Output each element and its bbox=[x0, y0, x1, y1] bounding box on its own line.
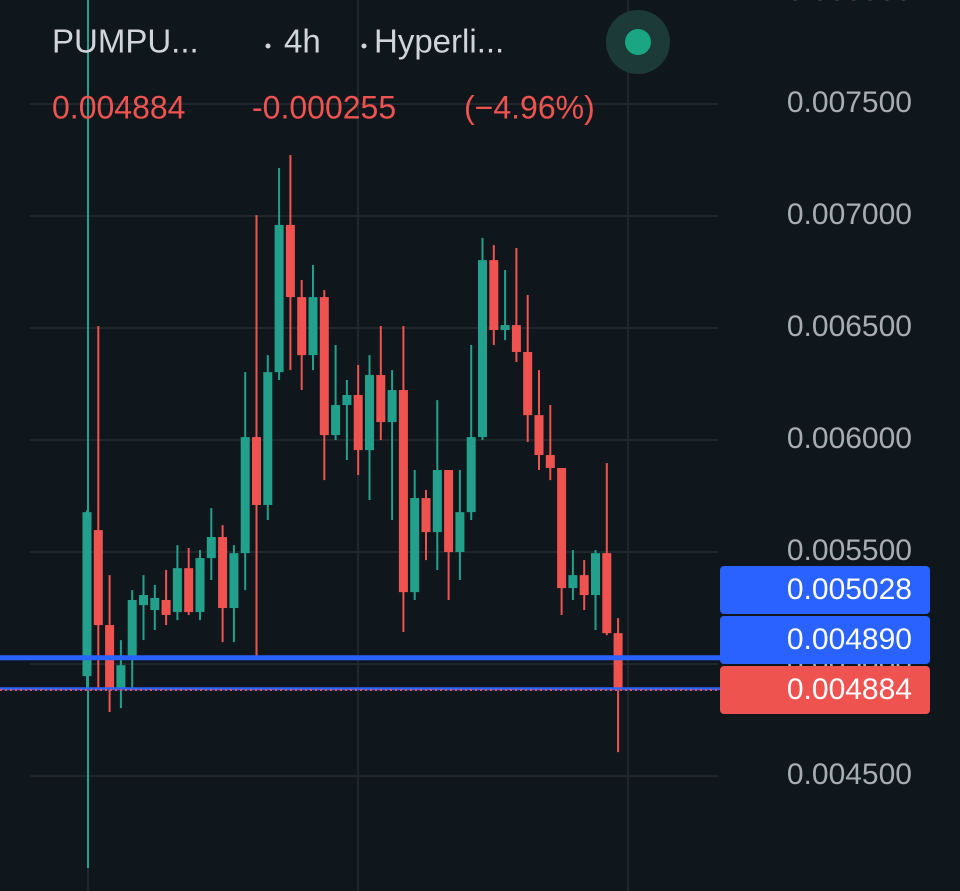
candle-body bbox=[263, 372, 273, 505]
candle-body bbox=[82, 512, 92, 677]
price-label: 0.004884 bbox=[787, 673, 912, 706]
candle-body bbox=[240, 437, 250, 554]
price-lines bbox=[0, 655, 720, 692]
candle-body bbox=[568, 575, 578, 589]
y-tick-label: 0.007000 bbox=[787, 198, 912, 231]
candle-body bbox=[218, 537, 228, 609]
candles bbox=[82, 155, 623, 753]
y-tick-label: 0.008000 bbox=[787, 0, 912, 7]
symbol: PUMPU... bbox=[52, 23, 199, 60]
candle-body bbox=[500, 325, 510, 331]
candle-body bbox=[308, 297, 318, 356]
exchange: Hyperli... bbox=[374, 23, 504, 60]
candle-body bbox=[127, 599, 137, 661]
candle-body bbox=[376, 375, 386, 423]
price: 0.004884 bbox=[52, 89, 185, 125]
y-tick-label: 0.004500 bbox=[787, 758, 912, 791]
candle-body bbox=[365, 375, 374, 451]
candle-body bbox=[353, 394, 363, 451]
candle-body bbox=[466, 437, 476, 513]
candle-body bbox=[206, 537, 216, 559]
y-tick-label: 0.005500 bbox=[787, 534, 912, 567]
candle-body bbox=[478, 260, 487, 438]
candle-body bbox=[139, 595, 148, 606]
candle-body bbox=[511, 325, 521, 352]
price-labels: 0.005028 0.004890 0.004884 bbox=[720, 566, 930, 715]
candle-body bbox=[613, 633, 623, 691]
candle-body bbox=[342, 394, 352, 406]
candle-body bbox=[195, 558, 205, 613]
candle-body bbox=[150, 597, 160, 611]
candle-body bbox=[274, 224, 284, 373]
status-dot[interactable] bbox=[625, 29, 651, 55]
candle-body bbox=[421, 498, 431, 533]
candle-body bbox=[432, 470, 442, 533]
price-label-box bbox=[720, 666, 930, 715]
candle-body bbox=[591, 553, 600, 596]
price-label-box bbox=[720, 566, 930, 615]
candle-body bbox=[557, 468, 567, 589]
candle-body bbox=[161, 599, 171, 615]
candle-body bbox=[285, 224, 295, 298]
candle-body bbox=[579, 575, 589, 596]
y-tick-label: 0.006500 bbox=[787, 310, 912, 343]
price-label: 0.005028 bbox=[787, 573, 912, 606]
candle-body bbox=[534, 415, 544, 456]
candle-body bbox=[410, 498, 420, 593]
candle-body bbox=[602, 553, 612, 634]
candle-body bbox=[455, 512, 465, 553]
interval: 4h bbox=[284, 23, 321, 60]
candle-body bbox=[387, 390, 397, 423]
candle-body bbox=[93, 530, 103, 626]
price-label-box bbox=[720, 616, 930, 665]
change-pct: (−4.96%) bbox=[464, 89, 595, 125]
y-tick-label: 0.006000 bbox=[787, 422, 912, 455]
y-tick-label: 0.007500 bbox=[787, 86, 912, 119]
candle-body bbox=[444, 470, 454, 553]
candle-body bbox=[319, 297, 329, 436]
candle-body bbox=[229, 553, 239, 609]
candle-body bbox=[331, 405, 341, 436]
candle-body bbox=[545, 455, 555, 469]
price-label: 0.004890 bbox=[787, 623, 912, 656]
candle-body bbox=[489, 260, 499, 331]
separator bbox=[361, 43, 367, 49]
candle-body bbox=[184, 568, 194, 613]
candle-body bbox=[398, 390, 408, 593]
candle-body bbox=[297, 297, 307, 356]
candle-body bbox=[116, 665, 126, 691]
candle-body bbox=[172, 568, 182, 613]
separator bbox=[265, 43, 271, 49]
candle-body bbox=[523, 351, 533, 416]
change: -0.000255 bbox=[252, 89, 396, 125]
candle-body bbox=[252, 437, 261, 505]
